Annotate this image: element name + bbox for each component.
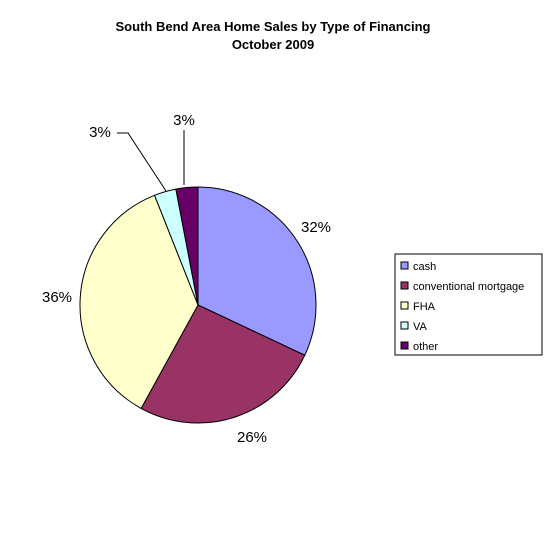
legend-label-fha: FHA <box>413 301 436 313</box>
legend-swatch-other <box>400 341 409 350</box>
data-label-cash: 32% <box>301 219 331 236</box>
pie-slices <box>79 186 317 424</box>
data-label-fha: 36% <box>42 289 72 306</box>
legend-label-conventional-mortgage: conventional mortgage <box>413 281 524 293</box>
legend-swatch-fha <box>400 301 409 310</box>
legend-label-other: other <box>413 341 438 353</box>
pie-slice-cash <box>197 186 317 356</box>
legend-label-cash: cash <box>413 261 436 273</box>
data-label-conventional-mortgage: 26% <box>237 429 267 446</box>
chart-title: South Bend Area Home Sales by Type of Fi… <box>116 19 431 34</box>
chart-subtitle: October 2009 <box>232 37 314 52</box>
leader-lines <box>117 130 185 192</box>
data-label-other: 3% <box>173 112 195 129</box>
data-labels: 32% 26% 36% 3% 3% <box>42 112 331 446</box>
legend-box <box>394 253 543 356</box>
legend-swatch-cash <box>400 261 409 270</box>
pie-slice-other <box>175 186 199 306</box>
legend: cash conventional mortgage FHA VA other <box>394 253 543 356</box>
legend-swatch-conventional-mortgage <box>400 281 409 290</box>
legend-label-va: VA <box>413 321 428 333</box>
leader-line-va <box>117 132 167 192</box>
legend-swatch-va <box>400 321 409 330</box>
pie-slice-fha <box>79 194 199 410</box>
data-label-va: 3% <box>89 124 111 141</box>
